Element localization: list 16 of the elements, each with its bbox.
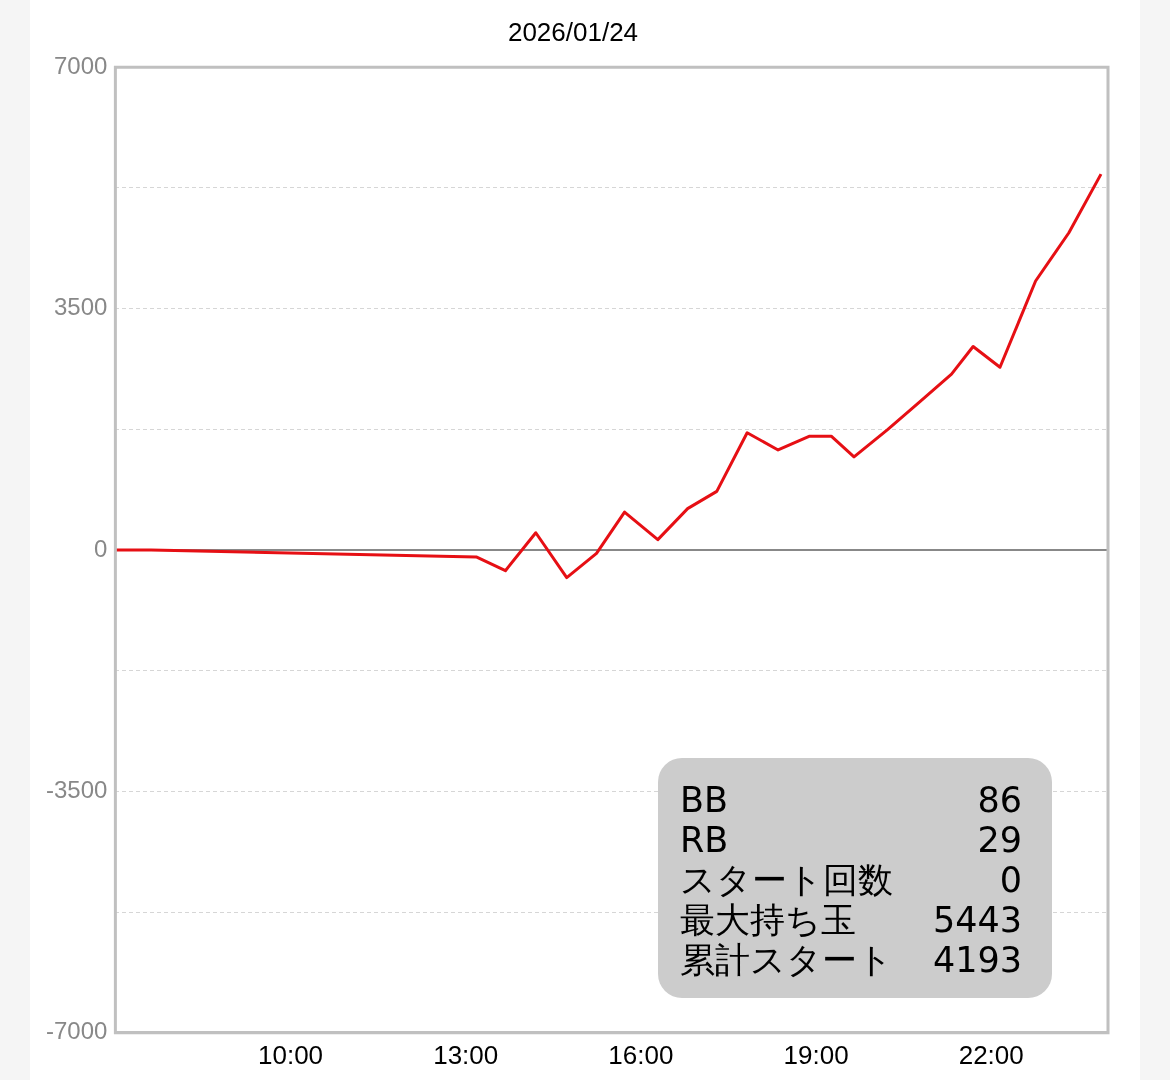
chart-title: 2026/01/24 bbox=[507, 16, 639, 47]
y-tick-label: 0 bbox=[94, 534, 108, 562]
text: スタート回数 0 bbox=[679, 860, 1022, 900]
y-tick-label: 3500 bbox=[53, 293, 108, 321]
y-tick-label: 7000 bbox=[53, 51, 108, 79]
text: BB 86 bbox=[679, 780, 1022, 820]
y-tick-label: -7000 bbox=[45, 1017, 108, 1045]
x-tick-label: 13:00 bbox=[433, 1039, 499, 1070]
text: RB 29 bbox=[679, 820, 1022, 860]
x-tick-label: 19:00 bbox=[783, 1039, 849, 1070]
annotation: 累計スタート 4193 bbox=[679, 940, 1022, 980]
x-tick-label: 10:00 bbox=[258, 1039, 324, 1070]
x-tick-label: 16:00 bbox=[608, 1039, 674, 1070]
text: 最大持ち玉 5443 bbox=[679, 900, 1022, 940]
x-tick-label: 22:00 bbox=[958, 1039, 1024, 1070]
y-tick-label: -3500 bbox=[45, 776, 108, 804]
